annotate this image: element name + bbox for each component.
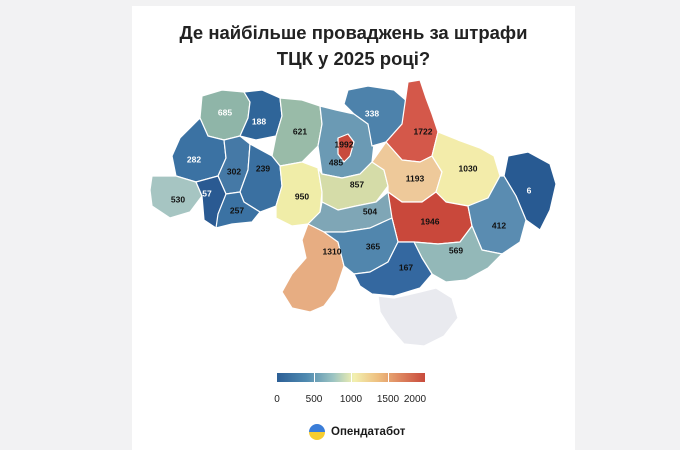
legend-tick-mark <box>351 373 352 382</box>
ukraine-choropleth-map: 685 188 621 485 1992 338 1722 282 302 239 530 57 257… <box>149 79 557 347</box>
region-value-odesa: 1310 <box>323 246 342 256</box>
page-title-line-2: ТЦК у 2025 році? <box>276 48 431 69</box>
region-zakarpattia <box>149 175 203 219</box>
region-value-volyn: 685 <box>218 107 232 117</box>
region-value-vinnytsia: 950 <box>295 191 309 201</box>
region-value-ternopil: 302 <box>227 166 241 176</box>
region-khmelnytskyi <box>239 143 283 213</box>
region-kherson <box>353 241 433 297</box>
region-value-ivano-frankivsk: 57 <box>202 188 212 198</box>
brand-footer: Опендатабот <box>309 424 405 440</box>
legend-label-500: 500 <box>305 394 323 405</box>
region-crimea <box>377 287 459 347</box>
region-value-kharkiv: 1030 <box>459 163 478 173</box>
region-value-zakarpattia: 530 <box>171 194 185 204</box>
region-value-chernihiv: 338 <box>365 108 379 118</box>
legend-tick-mark <box>388 373 389 382</box>
region-value-dnipropetrovsk: 1946 <box>421 216 440 226</box>
region-rivne <box>239 89 283 141</box>
page-title-line-1: Де найбільше проваджень за штрафи <box>179 22 528 43</box>
map-card: Де найбільше проваджень за штрафи ТЦК у … <box>132 6 575 450</box>
region-value-luhansk: 6 <box>527 185 532 195</box>
region-value-lviv: 282 <box>187 154 201 164</box>
brand-name: Опендатабот <box>331 426 406 438</box>
region-value-kyiv-oblast: 485 <box>329 157 343 167</box>
region-value-chernivtsi: 257 <box>230 205 244 215</box>
region-kyiv-city <box>337 133 355 163</box>
region-value-zaporizhzhia: 569 <box>449 245 463 255</box>
legend-label-2000: 2000 <box>403 394 427 405</box>
region-value-khmelnytskyi: 239 <box>256 163 270 173</box>
region-value-rivne: 188 <box>252 116 266 126</box>
legend-label-0: 0 <box>274 394 280 405</box>
region-value-kherson: 167 <box>399 262 413 272</box>
opendatabot-logo-icon <box>309 424 325 440</box>
region-value-mykolaiv: 365 <box>366 241 380 251</box>
legend-tick-mark <box>314 373 315 382</box>
region-value-poltava: 1193 <box>406 173 425 183</box>
region-value-cherkasy: 857 <box>350 179 364 189</box>
region-value-kyiv-city: 1992 <box>335 139 354 149</box>
region-value-donetsk: 412 <box>492 220 506 230</box>
region-value-kirovohrad: 504 <box>363 206 377 216</box>
legend-label-1000: 1000 <box>339 394 363 405</box>
region-value-zhytomyr: 621 <box>293 126 307 136</box>
region-chernivtsi <box>215 191 261 229</box>
legend-label-1500: 1500 <box>376 394 400 405</box>
region-value-sumy: 1722 <box>414 126 433 136</box>
